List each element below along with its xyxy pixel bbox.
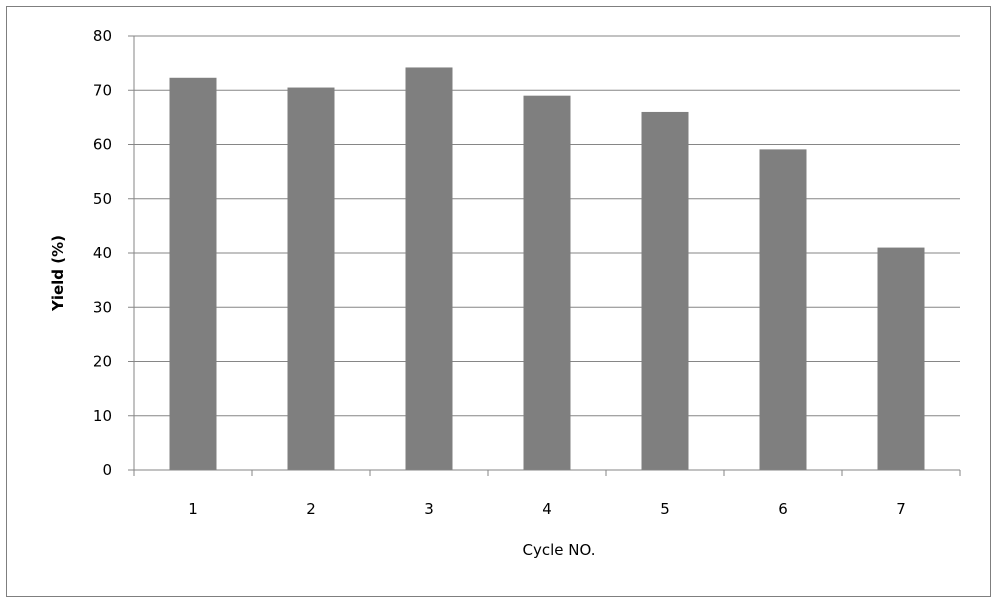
- y-tick-label-40: 40: [93, 244, 112, 262]
- bar-1: [170, 78, 217, 470]
- bar-5: [642, 112, 689, 470]
- y-tick-label-80: 80: [93, 27, 112, 45]
- y-tick-label-0: 0: [102, 461, 112, 479]
- bar-4: [524, 96, 571, 470]
- bar-2: [288, 88, 335, 470]
- x-tick-label-6: 6: [778, 500, 788, 518]
- x-tick-label-7: 7: [896, 500, 906, 518]
- bar-6: [760, 149, 807, 470]
- x-tick-label-5: 5: [660, 500, 670, 518]
- x-tick-label-1: 1: [188, 500, 198, 518]
- y-tick-label-10: 10: [93, 407, 112, 425]
- y-tick-label-60: 60: [93, 136, 112, 154]
- bars: [170, 67, 925, 470]
- y-tick-label-20: 20: [93, 353, 112, 371]
- x-tick-label-3: 3: [424, 500, 434, 518]
- x-tick-label-2: 2: [306, 500, 316, 518]
- y-tick-label-70: 70: [93, 81, 112, 99]
- y-tick-label-50: 50: [93, 190, 112, 208]
- bar-7: [878, 248, 925, 470]
- x-tick-label-4: 4: [542, 500, 552, 518]
- y-axis-title: Yield (%): [49, 235, 67, 312]
- bar-3: [406, 67, 453, 470]
- y-tick-label-30: 30: [93, 298, 112, 316]
- x-axis-title: Cycle NO.: [523, 541, 596, 559]
